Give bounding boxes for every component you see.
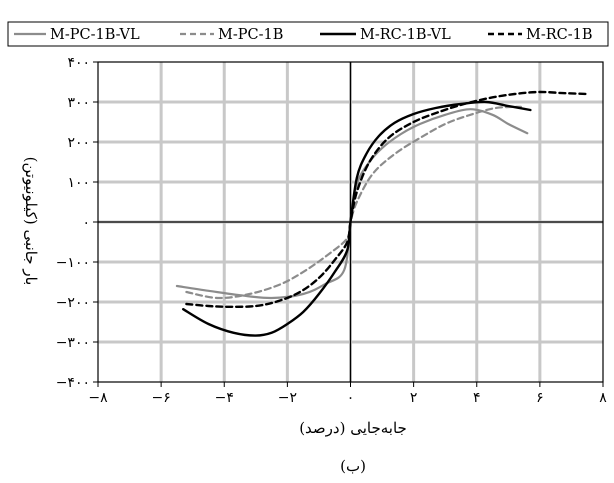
legend-label-series-0: M-PC-1B-VL	[50, 27, 140, 43]
y-tick-label-3: −۱۰۰	[56, 255, 90, 271]
x-tick-label-4: ۰	[347, 390, 355, 406]
series-line-0	[175, 108, 529, 300]
y-tick-label-8: ۴۰۰	[67, 55, 90, 71]
legend-label-series-1: M-PC-1B	[218, 27, 283, 43]
y-axis-title: بار جانبی (کیلونیوتن)	[22, 157, 40, 286]
y-tick-label-0: −۴۰۰	[56, 375, 90, 391]
series-line-3	[185, 90, 589, 309]
x-tick-label-1: −۶	[152, 390, 171, 406]
y-tick-label-4: ۰	[82, 215, 90, 231]
y-tick-label-1: −۳۰۰	[56, 335, 90, 351]
y-tick-label-2: −۲۰۰	[56, 295, 90, 311]
x-tick-label-7: ۶	[536, 390, 544, 406]
y-tick-label-6: ۲۰۰	[67, 135, 90, 151]
plot-area: −۸ −۶ −۴ −۲ ۰ ۲ ۴ ۶ ۸ −۴۰۰ −۳۰۰ −۲۰۰ −۱۰۰ ۰ ۱۰۰ ۲۰۰ ۳۰۰ ۴…	[56, 55, 608, 406]
legend: M-PC-1B-VL M-PC-1B M-RC-1B-VL M-RC-1B	[7, 21, 609, 47]
legend-label-series-2: M-RC-1B-VL	[360, 27, 451, 43]
x-tick-label-5: ۲	[410, 390, 418, 406]
legend-label-series-3: M-RC-1B	[526, 27, 593, 43]
x-axis-title: جابه‌جایی (درصد)	[299, 419, 407, 437]
y-tick-label-7: ۳۰۰	[67, 95, 90, 111]
x-tick-label-2: −۴	[215, 390, 234, 406]
x-tick-label-0: −۸	[88, 390, 108, 406]
x-tick-label-8: ۸	[599, 390, 607, 406]
y-tick-label-5: ۱۰۰	[67, 175, 90, 191]
x-tick-label-3: −۲	[278, 390, 297, 406]
figure-caption: (ب)	[340, 457, 366, 475]
x-tick-label-6: ۴	[473, 390, 481, 406]
